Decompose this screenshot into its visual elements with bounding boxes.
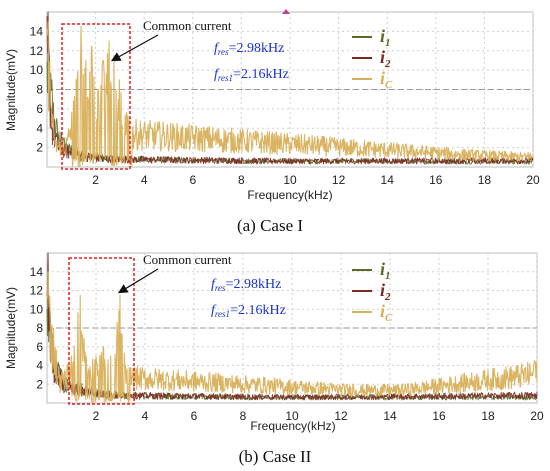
x-tick-label: 20 [530, 409, 544, 423]
y-tick-label: 6 [36, 340, 43, 354]
legend-label-i1: i1 [380, 26, 391, 49]
x-tick-label: 12 [334, 409, 348, 423]
legend: i1 i2 iC [352, 26, 393, 91]
fres-label: fres=2.98kHz [214, 41, 284, 57]
x-tick-label: 10 [285, 409, 299, 423]
trigger-marker-icon [282, 9, 290, 14]
y-tick-label: 12 [30, 44, 44, 58]
common-current-label: Common current [143, 18, 232, 33]
caption-case-2: (b) Case II [239, 447, 312, 466]
legend-label-ic: iC [380, 68, 393, 91]
common-current-box [61, 23, 131, 170]
x-tick-label: 2 [93, 409, 100, 423]
x-tick-label: 10 [283, 173, 297, 187]
y-tick-label: 2 [36, 377, 43, 391]
y-tick-label: 8 [36, 321, 43, 335]
y-tick-label: 14 [30, 265, 44, 279]
tick-labels: 2 4 6 8 10 12 14 2 4 6 8 10 12 14 16 18 20 [30, 265, 544, 423]
y-tick-label: 8 [36, 83, 43, 97]
series-layer [46, 11, 534, 168]
chart-case-2: 2 4 6 8 10 12 14 2 4 6 8 10 12 14 16 18 20 Magnitude(mV)… [4, 252, 544, 466]
y-tick-label: 10 [30, 63, 44, 77]
x-axis-label: Frequency(kHz) [247, 188, 332, 202]
x-tick-label: 4 [141, 173, 148, 187]
x-tick-label: 14 [381, 173, 395, 187]
y-axis-label: Magnitude(mV) [4, 49, 18, 131]
series-layer [46, 252, 538, 404]
x-tick-label: 6 [191, 409, 198, 423]
annotation-arrow [117, 268, 159, 294]
tick-labels: 2 4 6 8 10 12 14 2 4 6 8 10 12 14 16 18 20 [30, 24, 540, 187]
fres1-label: fres1=2.16kHz [211, 303, 286, 319]
caption-case-1: (a) Case I [237, 216, 303, 235]
y-tick-label: 4 [36, 121, 43, 135]
legend: i1 i2 iC [352, 259, 393, 324]
x-tick-label: 18 [481, 409, 495, 423]
y-tick-label: 10 [30, 302, 44, 316]
y-tick-label: 14 [30, 24, 44, 38]
y-tick-label: 6 [36, 102, 43, 116]
annotation-arrow [110, 34, 159, 62]
series-line-ic [46, 21, 534, 168]
legend-label-ic: iC [380, 301, 393, 324]
x-tick-label: 18 [478, 173, 492, 187]
x-tick-label: 6 [189, 173, 196, 187]
x-tick-label: 4 [142, 409, 149, 423]
x-axis-label: Frequency(kHz) [250, 419, 335, 433]
y-tick-label: 2 [36, 141, 43, 155]
legend-label-i2: i2 [380, 280, 391, 303]
fres1-label: fres1=2.16kHz [214, 67, 289, 83]
chart-case-1: 2 4 6 8 10 12 14 2 4 6 8 10 12 14 16 18 20 Magnitude(mV)… [4, 11, 540, 235]
series-line-ic [46, 271, 538, 404]
x-tick-label: 20 [526, 173, 540, 187]
x-tick-label: 16 [432, 409, 446, 423]
legend-label-i2: i2 [380, 47, 391, 70]
y-axis-label: Magnitude(mV) [4, 287, 18, 369]
legend-label-i1: i1 [380, 259, 391, 282]
x-tick-label: 2 [92, 173, 99, 187]
x-tick-label: 16 [429, 173, 443, 187]
fres-label: fres=2.98kHz [211, 277, 281, 293]
x-tick-label: 12 [332, 173, 346, 187]
x-tick-label: 8 [240, 409, 247, 423]
y-tick-label: 12 [30, 284, 44, 298]
x-tick-label: 14 [383, 409, 397, 423]
y-tick-label: 4 [36, 359, 43, 373]
x-tick-label: 8 [238, 173, 245, 187]
common-current-box [68, 257, 135, 405]
common-current-label: Common current [143, 252, 232, 267]
